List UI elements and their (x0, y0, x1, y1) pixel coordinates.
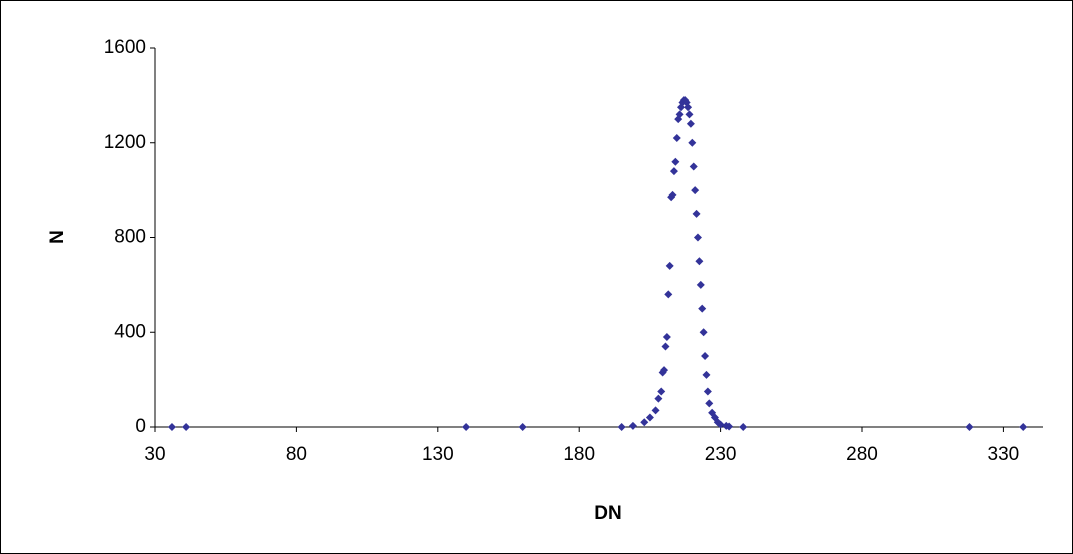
point (654, 394, 663, 403)
point (628, 421, 637, 430)
point (660, 366, 669, 375)
point (695, 257, 704, 266)
point (668, 190, 677, 199)
point (739, 423, 748, 431)
point (665, 261, 674, 270)
point (699, 328, 708, 337)
point (693, 233, 702, 242)
y-axis-title: N (47, 230, 68, 244)
point (702, 370, 711, 379)
point (518, 423, 527, 431)
point (657, 387, 666, 396)
x-axis-title: DN (594, 503, 621, 524)
point (651, 406, 660, 415)
point (672, 134, 681, 143)
point (698, 304, 707, 313)
point (691, 186, 700, 195)
point (725, 422, 734, 431)
x-tick-label: 230 (705, 444, 737, 465)
point (640, 418, 649, 427)
point (685, 110, 694, 119)
point (705, 399, 714, 408)
x-tick-label: 30 (144, 444, 165, 465)
point (703, 387, 712, 396)
y-tick-label: 0 (135, 416, 146, 437)
y-tick-label: 800 (114, 227, 146, 248)
point (617, 423, 626, 431)
point (686, 119, 695, 128)
point (664, 290, 673, 299)
y-tick-label: 1200 (104, 132, 146, 153)
x-tick-label: 280 (846, 444, 878, 465)
point (669, 167, 678, 176)
point (662, 332, 671, 341)
point (965, 423, 974, 431)
point (167, 423, 176, 431)
point (182, 423, 191, 431)
point (688, 138, 697, 147)
x-tick-label: 330 (988, 444, 1020, 465)
point (645, 413, 654, 422)
x-tick-label: 180 (563, 444, 595, 465)
point (462, 423, 471, 431)
x-tick-label: 80 (286, 444, 307, 465)
point (692, 209, 701, 218)
point (1019, 423, 1028, 431)
y-tick-label: 1600 (104, 37, 146, 58)
point (689, 162, 698, 171)
point (696, 280, 705, 289)
point (684, 103, 693, 112)
point (701, 351, 710, 360)
y-tick-label: 400 (114, 321, 146, 342)
point (675, 110, 684, 119)
point (661, 342, 670, 351)
x-tick-label: 130 (422, 444, 454, 465)
point (671, 157, 680, 166)
point (716, 420, 725, 429)
